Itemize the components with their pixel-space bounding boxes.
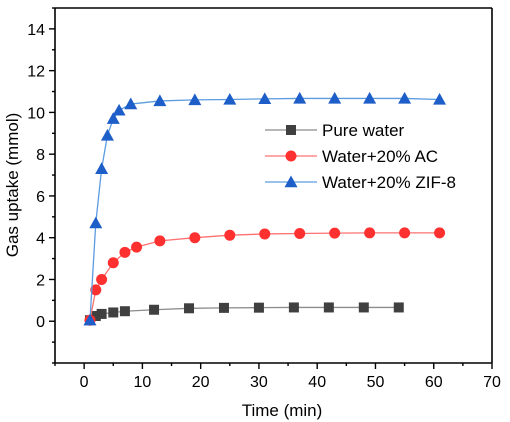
x-tick-label: 50 <box>367 374 385 391</box>
legend-marker <box>286 125 296 135</box>
data-point <box>100 128 114 141</box>
data-point <box>288 302 299 313</box>
x-tick-label: 40 <box>308 374 326 391</box>
data-point <box>294 228 306 240</box>
data-point <box>223 92 237 105</box>
data-point <box>119 246 131 258</box>
data-point <box>358 302 369 313</box>
data-point <box>253 302 264 313</box>
data-point <box>83 313 97 326</box>
y-tick-label: 4 <box>36 231 45 248</box>
data-point <box>95 162 109 174</box>
y-axis-title: Gas uptake (mmol) <box>3 113 22 258</box>
y-tick-label: 2 <box>36 272 45 289</box>
data-point <box>106 112 120 124</box>
y-tick-label: 14 <box>27 22 45 39</box>
series-circle <box>84 227 446 326</box>
y-tick-label: 12 <box>27 64 45 81</box>
data-point <box>90 311 101 322</box>
data-point <box>329 227 341 239</box>
data-point <box>218 302 229 313</box>
legend-label: Pure water <box>322 121 405 140</box>
data-point <box>90 284 102 296</box>
data-point <box>96 308 107 319</box>
legend: Pure water Water+20% AC Water+20% ZIF-8 <box>265 121 456 192</box>
legend-item: Water+20% AC <box>265 147 438 166</box>
data-point <box>89 216 103 229</box>
y-tick-label: 6 <box>36 189 45 206</box>
data-point <box>364 227 376 239</box>
legend-marker <box>285 150 297 162</box>
x-tick-label: 10 <box>134 374 152 391</box>
data-point <box>154 235 166 247</box>
legend-item: Pure water <box>265 121 405 140</box>
data-point <box>398 91 412 104</box>
data-point <box>259 228 271 240</box>
data-point <box>399 227 411 239</box>
data-point <box>153 94 167 107</box>
data-point <box>189 232 201 244</box>
data-point <box>224 229 236 241</box>
data-point <box>96 273 108 285</box>
y-tick-label: 0 <box>36 314 45 331</box>
x-tick-label: 60 <box>425 374 443 391</box>
x-tick-label: 30 <box>250 374 268 391</box>
data-point <box>434 227 446 239</box>
data-point <box>149 304 160 315</box>
axes: 0 10 20 30 40 50 60 70 0 2 4 6 8 10 12 14 <box>27 7 501 391</box>
series-triangle <box>83 91 447 326</box>
x-axis-title: Time (min) <box>242 401 323 420</box>
data-point <box>328 91 342 104</box>
data-point <box>112 103 126 116</box>
data-point <box>323 302 334 313</box>
legend-item: Water+20% ZIF-8 <box>265 173 456 192</box>
y-tick-label: 8 <box>36 147 45 164</box>
y-tick-label: 10 <box>27 105 45 122</box>
data-point <box>433 92 447 105</box>
x-tick-label: 20 <box>192 374 210 391</box>
legend-label: Water+20% AC <box>322 147 438 166</box>
series-line <box>89 97 440 321</box>
data-point <box>184 303 195 314</box>
data-point <box>131 241 143 253</box>
data-point <box>119 306 130 317</box>
x-tick-label: 0 <box>80 374 89 391</box>
legend-label: Water+20% ZIF-8 <box>322 173 456 192</box>
plot-area <box>83 91 447 326</box>
data-point <box>393 302 404 313</box>
x-tick-label: 70 <box>483 374 501 391</box>
data-point <box>107 257 119 269</box>
series-square <box>84 302 404 326</box>
data-point <box>124 97 138 110</box>
legend-marker <box>284 175 298 188</box>
data-point <box>363 91 377 104</box>
series-line <box>89 306 399 321</box>
data-point <box>293 91 307 104</box>
data-point <box>258 92 272 105</box>
data-point <box>108 307 119 318</box>
data-point <box>188 93 202 106</box>
